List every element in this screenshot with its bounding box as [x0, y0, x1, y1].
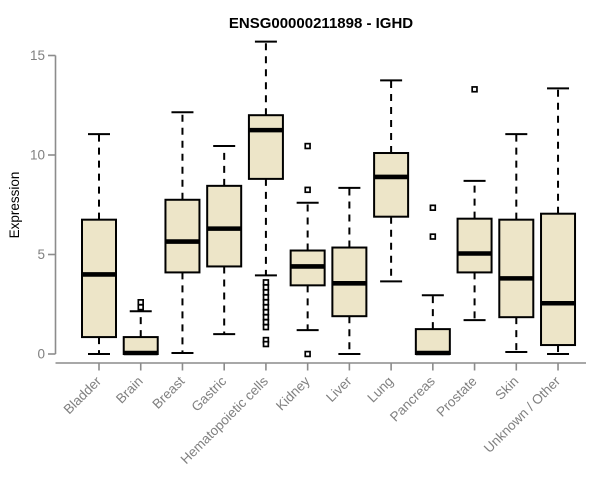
- outlier-point: [304, 186, 311, 194]
- boxplot-lung: [373, 79, 410, 283]
- boxes-layer: [81, 40, 577, 358]
- iqr-box: [247, 114, 284, 180]
- x-category-label: Kidney: [273, 373, 313, 413]
- boxplot-gastric: [206, 145, 243, 336]
- y-axis-label: Expression: [7, 172, 22, 239]
- boxplot-liver: [331, 186, 368, 355]
- x-category-label: Brain: [113, 374, 146, 407]
- x-category-label: Liver: [323, 373, 355, 405]
- outlier-point: [262, 308, 270, 316]
- boxplot-brain: [122, 299, 159, 356]
- iqr-box: [206, 184, 243, 268]
- boxplot-kidney: [289, 142, 326, 358]
- y-tick-label: 5: [37, 247, 45, 262]
- boxplot-hematopoietic-cells: [247, 40, 284, 348]
- outlier-point: [137, 299, 144, 306]
- iqr-box: [81, 218, 117, 339]
- outlier-point: [262, 289, 270, 296]
- outlier-point: [304, 142, 311, 150]
- outlier-point: [262, 313, 270, 321]
- outlier-point: [304, 350, 311, 358]
- boxplot-skin: [498, 133, 535, 354]
- boxplot-unknown-other: [540, 87, 577, 355]
- outlier-point: [429, 233, 437, 240]
- x-category-label: Prostate: [434, 374, 480, 420]
- outlier-point: [262, 299, 270, 306]
- iqr-box: [498, 218, 535, 319]
- x-category-label: Gastric: [188, 373, 229, 414]
- x-category-label: Pancreas: [387, 373, 438, 424]
- x-category-label: Bladder: [61, 373, 105, 417]
- iqr-box: [164, 198, 201, 274]
- x-category-label: Breast: [149, 373, 187, 411]
- outlier-point: [262, 323, 270, 331]
- boxplot-bladder: [81, 133, 117, 355]
- outlier-point: [262, 294, 270, 301]
- y-tick-label: 0: [37, 347, 45, 362]
- x-category-label: Lung: [364, 374, 396, 406]
- outlier-point: [262, 340, 270, 348]
- outlier-point: [471, 86, 478, 93]
- outlier-point: [262, 303, 270, 311]
- outlier-point: [262, 318, 270, 326]
- iqr-box: [456, 217, 493, 274]
- x-category-label: Unknown / Other: [481, 373, 564, 456]
- boxplot-pancreas: [414, 204, 451, 356]
- iqr-box: [414, 328, 451, 355]
- y-tick-label: 15: [30, 48, 45, 63]
- boxplot-breast: [164, 111, 201, 355]
- outlier-point: [262, 284, 270, 291]
- chart-title: ENSG00000211898 - IGHD: [229, 15, 413, 32]
- iqr-box: [540, 212, 577, 347]
- outlier-point: [137, 303, 144, 311]
- y-tick-label: 10: [30, 148, 45, 163]
- outlier-point: [262, 279, 270, 286]
- boxplot-prostate: [456, 86, 493, 322]
- iqr-box: [373, 152, 410, 218]
- outlier-point: [429, 204, 437, 211]
- x-category-label: Skin: [492, 374, 521, 403]
